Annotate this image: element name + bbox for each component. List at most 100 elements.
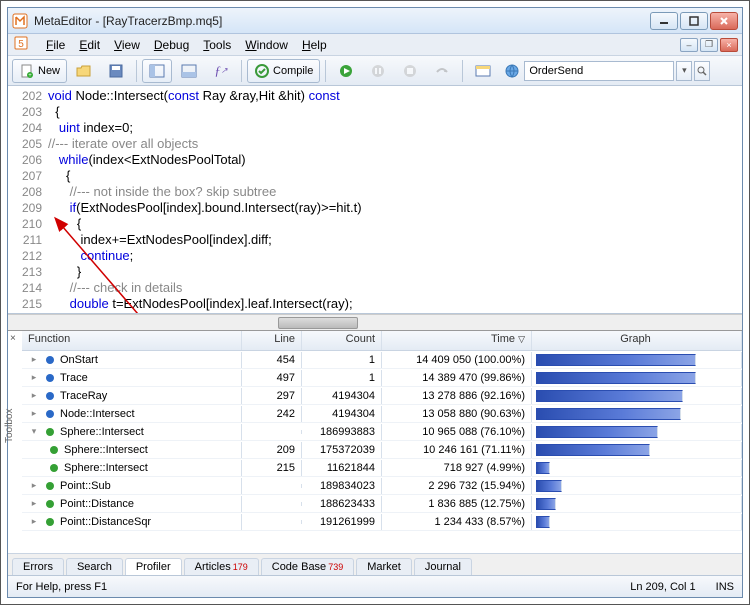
- menu-view[interactable]: View: [114, 38, 140, 52]
- toolbox-button[interactable]: [174, 59, 204, 83]
- fn-name: Sphere::Intersect: [60, 426, 144, 438]
- node-icon: [44, 498, 56, 510]
- menu-tools[interactable]: Tools: [203, 38, 231, 52]
- profiler-row[interactable]: Sphere::Intersect20917537203910 246 161 …: [22, 441, 742, 459]
- fn-name: Point::Distance: [60, 498, 134, 510]
- profiler-row[interactable]: ▸Point::Sub1898340232 296 732 (15.94%): [22, 477, 742, 495]
- expand-icon[interactable]: ▸: [28, 390, 40, 402]
- svg-text:+: +: [28, 73, 32, 78]
- node-icon: [44, 354, 56, 366]
- function-icon: ƒ↗: [213, 63, 229, 79]
- expand-icon[interactable]: ▸: [28, 498, 40, 510]
- mdi-minimize-button[interactable]: –: [680, 38, 698, 52]
- profiler-row[interactable]: ▸Trace497114 389 470 (99.86%): [22, 369, 742, 387]
- tab-articles[interactable]: Articles179: [184, 558, 259, 575]
- profiler-row[interactable]: ▸Node::Intersect242419430413 058 880 (90…: [22, 405, 742, 423]
- titlebar: MetaEditor - [RayTracerzBmp.mq5]: [8, 8, 742, 34]
- statusbar: For Help, press F1 Ln 209, Col 1 INS: [8, 575, 742, 597]
- col-count[interactable]: Count: [302, 331, 382, 350]
- code-content[interactable]: void Node::Intersect(const Ray &ray,Hit …: [48, 86, 362, 313]
- tab-market[interactable]: Market: [356, 558, 412, 575]
- graph-bar: [536, 480, 562, 492]
- tab-errors[interactable]: Errors: [12, 558, 64, 575]
- compile-button[interactable]: Compile: [247, 59, 320, 83]
- tab-code-base[interactable]: Code Base739: [261, 558, 354, 575]
- tab-profiler[interactable]: Profiler: [125, 558, 182, 575]
- profiler-panel: × Toolbox Function Line Count Time ▽ Gra…: [8, 330, 742, 575]
- debug-start-button[interactable]: [331, 59, 361, 83]
- terminal-button[interactable]: [468, 59, 498, 83]
- col-graph[interactable]: Graph: [532, 331, 742, 350]
- profiler-body[interactable]: ▸OnStart454114 409 050 (100.00%)▸Trace49…: [22, 351, 742, 553]
- graph-bar: [536, 372, 696, 384]
- node-icon: [48, 462, 60, 474]
- search-dd-button[interactable]: ▾: [676, 61, 692, 81]
- new-button[interactable]: + New: [12, 59, 67, 83]
- node-icon: [44, 426, 56, 438]
- step-over-button[interactable]: [427, 59, 457, 83]
- minimize-button[interactable]: [650, 12, 678, 30]
- search-go-button[interactable]: [694, 61, 710, 81]
- panel-close-button[interactable]: ×: [10, 333, 16, 344]
- debug-pause-button[interactable]: [363, 59, 393, 83]
- expand-icon[interactable]: ▸: [28, 408, 40, 420]
- graph-bar: [536, 498, 556, 510]
- expand-icon[interactable]: ▸: [28, 372, 40, 384]
- tab-search[interactable]: Search: [66, 558, 123, 575]
- svg-text:5: 5: [18, 39, 24, 50]
- collapse-icon[interactable]: ▾: [28, 426, 40, 438]
- editor-hscroll[interactable]: [8, 314, 742, 330]
- hscroll-thumb[interactable]: [278, 317, 358, 329]
- fn-name: OnStart: [60, 354, 98, 366]
- node-icon: [48, 444, 60, 456]
- menu-window[interactable]: Window: [245, 38, 288, 52]
- col-time[interactable]: Time ▽: [382, 331, 532, 350]
- node-icon: [44, 390, 56, 402]
- play-icon: [338, 63, 354, 79]
- menu-debug[interactable]: Debug: [154, 38, 189, 52]
- graph-bar: [536, 354, 696, 366]
- compile-label: Compile: [273, 65, 313, 77]
- fn-name: Sphere::Intersect: [64, 462, 148, 474]
- toolbox-label: Toolbox: [4, 409, 15, 443]
- folder-open-icon: [76, 63, 92, 79]
- maximize-button[interactable]: [680, 12, 708, 30]
- graph-bar: [536, 462, 550, 474]
- pause-icon: [370, 63, 386, 79]
- col-line[interactable]: Line: [242, 331, 302, 350]
- fn-name: TraceRay: [60, 390, 107, 402]
- debug-stop-button[interactable]: [395, 59, 425, 83]
- profiler-row[interactable]: Sphere::Intersect21511621844718 927 (4.9…: [22, 459, 742, 477]
- function-button[interactable]: ƒ↗: [206, 59, 236, 83]
- profiler-row[interactable]: ▾Sphere::Intersect18699388310 965 088 (7…: [22, 423, 742, 441]
- save-button[interactable]: [101, 59, 131, 83]
- window-close-button[interactable]: [710, 12, 738, 30]
- navigator-button[interactable]: [142, 59, 172, 83]
- profiler-row[interactable]: ▸TraceRay297419430413 278 886 (92.16%): [22, 387, 742, 405]
- menu-help[interactable]: Help: [302, 38, 327, 52]
- profiler-row[interactable]: ▸Point::Distance1886234331 836 885 (12.7…: [22, 495, 742, 513]
- open-button[interactable]: [69, 59, 99, 83]
- app-icon-small: 5: [14, 36, 28, 53]
- fn-name: Node::Intersect: [60, 408, 135, 420]
- line-gutter: 2022032042052062072082092102112122132142…: [8, 86, 48, 313]
- graph-bar: [536, 444, 650, 456]
- expand-icon[interactable]: ▸: [28, 516, 40, 528]
- tab-journal[interactable]: Journal: [414, 558, 472, 575]
- col-function[interactable]: Function: [22, 331, 242, 350]
- menu-file[interactable]: File: [46, 38, 65, 52]
- expand-icon[interactable]: ▸: [28, 354, 40, 366]
- status-mode: INS: [716, 581, 734, 593]
- app-icon: [12, 13, 28, 29]
- mdi-restore-button[interactable]: ❐: [700, 38, 718, 52]
- expand-icon[interactable]: ▸: [28, 480, 40, 492]
- stop-icon: [402, 63, 418, 79]
- toolbar: + New ƒ↗ Compile ▾: [8, 56, 742, 86]
- profiler-tabs: ErrorsSearchProfilerArticles179Code Base…: [8, 553, 742, 575]
- mdi-close-button[interactable]: ×: [720, 38, 738, 52]
- code-editor[interactable]: 2022032042052062072082092102112122132142…: [8, 86, 742, 314]
- profiler-row[interactable]: ▸OnStart454114 409 050 (100.00%): [22, 351, 742, 369]
- menu-edit[interactable]: Edit: [79, 38, 100, 52]
- profiler-row[interactable]: ▸Point::DistanceSqr1912619991 234 433 (8…: [22, 513, 742, 531]
- search-input[interactable]: [524, 61, 674, 81]
